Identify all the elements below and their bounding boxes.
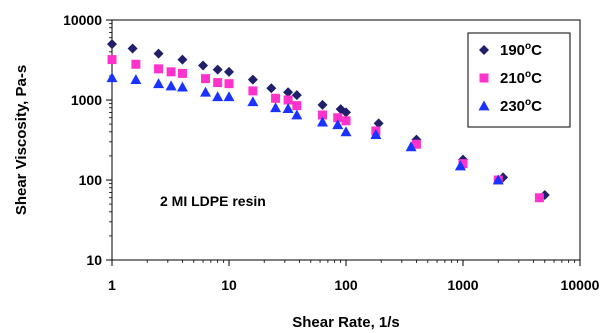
x-tick-label: 10	[221, 277, 237, 293]
legend-marker	[479, 73, 489, 83]
data-point	[166, 67, 176, 77]
y-tick-label: 10	[86, 252, 102, 268]
data-point	[318, 110, 328, 120]
data-point	[341, 116, 351, 126]
series-230	[106, 72, 504, 185]
legend-item: 230oC	[478, 97, 542, 115]
legend-label-suffix: C	[531, 98, 542, 115]
data-point	[213, 78, 223, 88]
legend-label: 210oC	[500, 69, 542, 87]
data-point	[247, 74, 258, 85]
data-point	[492, 174, 504, 185]
data-point	[153, 78, 165, 89]
annotation-label: 2 MI LDPE resin	[160, 193, 266, 209]
legend-label-suffix: C	[531, 70, 542, 87]
data-point	[212, 91, 224, 102]
data-point	[224, 66, 234, 77]
legend-label-suffix: C	[531, 42, 542, 59]
data-point	[454, 160, 466, 171]
y-axis-label: Shear Viscosity, Pa-s	[13, 65, 30, 215]
data-point	[127, 43, 138, 54]
data-point	[198, 60, 209, 71]
y-tick-label: 100	[79, 172, 103, 188]
data-point	[201, 74, 211, 84]
data-point	[283, 87, 294, 98]
data-point	[131, 59, 141, 69]
data-point	[370, 129, 382, 139]
data-point	[332, 119, 344, 130]
y-tick-label: 10000	[63, 12, 102, 28]
legend-label: 230oC	[500, 97, 542, 115]
data-point	[291, 90, 302, 101]
data-point	[107, 55, 117, 65]
data-point	[106, 72, 118, 83]
data-point	[224, 79, 234, 89]
data-point	[333, 113, 343, 123]
data-point	[165, 80, 177, 91]
x-tick-label: 10000	[561, 277, 600, 293]
data-point	[223, 91, 235, 102]
legend-label: 190oC	[500, 41, 542, 59]
data-point	[411, 139, 421, 149]
data-point	[458, 159, 468, 169]
data-point	[341, 107, 351, 118]
data-point	[282, 103, 294, 114]
data-point	[176, 81, 188, 92]
legend-label-super: o	[525, 69, 531, 80]
data-point	[248, 86, 258, 96]
data-point	[373, 118, 384, 129]
data-point	[283, 95, 293, 105]
data-point	[107, 39, 117, 50]
data-point	[340, 126, 352, 137]
data-point	[247, 96, 259, 107]
legend-item: 210oC	[479, 69, 542, 87]
x-tick-label: 1	[108, 277, 116, 293]
legend-marker	[479, 45, 489, 55]
data-point	[271, 93, 281, 103]
legend-label-base: 230	[500, 98, 525, 115]
data-point	[130, 74, 142, 84]
data-point	[266, 83, 277, 94]
data-point	[177, 68, 187, 78]
data-point	[212, 64, 223, 75]
data-point	[317, 99, 328, 110]
legend-label-super: o	[525, 41, 531, 52]
series-layer	[106, 39, 550, 203]
data-point	[200, 86, 212, 97]
data-point	[154, 64, 164, 74]
data-point	[291, 109, 303, 120]
data-point	[270, 102, 282, 113]
y-tick-label: 1000	[71, 92, 102, 108]
data-point	[177, 54, 188, 65]
data-point	[317, 116, 329, 127]
x-axis: 1 10 100 1000 10000	[108, 260, 600, 293]
x-axis-label: Shear Rate, 1/s	[292, 314, 400, 331]
y-axis: 10 100 1000 10000	[63, 12, 112, 268]
legend-label-super: o	[525, 97, 531, 108]
data-point	[292, 101, 302, 111]
data-point	[153, 48, 164, 59]
legend-label-base: 210	[500, 70, 525, 87]
legend-item: 190oC	[479, 41, 542, 59]
data-point	[534, 193, 544, 203]
x-tick-label: 1000	[447, 277, 478, 293]
legend-label-base: 190	[500, 42, 525, 59]
x-tick-label: 100	[334, 277, 358, 293]
data-point	[405, 141, 417, 152]
legend-marker	[478, 100, 490, 111]
